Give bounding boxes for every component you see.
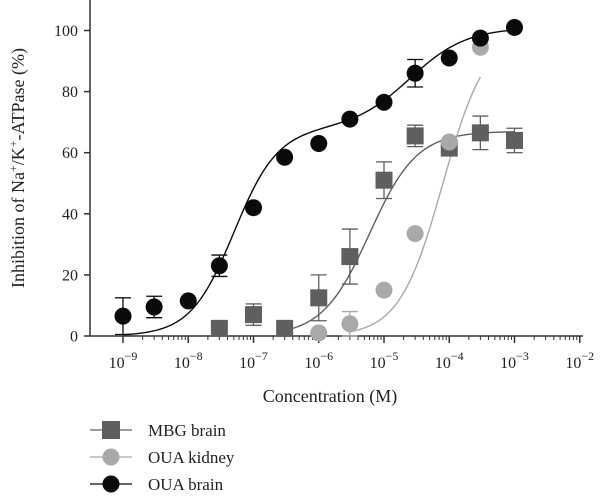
x-tick-exponent: −7 bbox=[255, 349, 268, 363]
x-tick-label: 10−8 bbox=[174, 349, 203, 372]
x-tick-label: 10−6 bbox=[304, 349, 333, 372]
x-tick-exponent: −3 bbox=[516, 349, 529, 363]
data-point-oua-brain bbox=[245, 199, 262, 217]
data-point-mbg-brain bbox=[506, 131, 523, 149]
x-tick-exponent: −8 bbox=[190, 349, 203, 363]
legend: MBG brain OUA kidney OUA brain bbox=[90, 421, 235, 494]
x-tick-base: 10 bbox=[435, 355, 451, 372]
legend-marker-square bbox=[102, 421, 120, 439]
x-tick-exponent: −2 bbox=[581, 349, 594, 363]
y-axis-title-part-2: /K bbox=[8, 147, 28, 165]
x-tick-label: 10−5 bbox=[370, 349, 399, 372]
x-tick-base: 10 bbox=[565, 355, 581, 372]
legend-label-mbg-brain: MBG brain bbox=[148, 421, 226, 440]
legend-label-oua-kidney: OUA kidney bbox=[148, 448, 235, 467]
x-ticks: 10−9 10−8 10−7 10−6 10−5 10−4 10−3 10−2 bbox=[109, 336, 594, 372]
data-point-oua-brain bbox=[114, 307, 132, 325]
y-tick-label: 100 bbox=[54, 23, 78, 40]
legend-entry-mbg-brain: MBG brain bbox=[90, 421, 226, 440]
y-tick-label: 60 bbox=[62, 145, 78, 162]
x-axis-title: Concentration (M) bbox=[263, 386, 397, 407]
legend-marker-circle-gray bbox=[102, 448, 120, 466]
x-tick-exponent: −4 bbox=[451, 349, 464, 363]
data-point-oua-brain bbox=[179, 292, 197, 310]
data-point-mbg-brain bbox=[471, 124, 489, 142]
x-tick-label: 10−2 bbox=[565, 349, 594, 372]
data-point-mbg-brain bbox=[276, 319, 294, 337]
data-point-oua-kidney bbox=[341, 315, 359, 333]
x-tick-label: 10−7 bbox=[239, 349, 268, 372]
data-point-oua-brain bbox=[471, 29, 489, 47]
legend-entry-oua-brain: OUA brain bbox=[90, 475, 224, 494]
axes bbox=[89, 0, 583, 337]
x-tick-base: 10 bbox=[174, 355, 190, 372]
data-point-oua-kidney bbox=[375, 281, 393, 299]
legend-marker-circle-black bbox=[102, 475, 120, 493]
data-point-oua-brain bbox=[276, 148, 294, 166]
y-tick-label: 20 bbox=[62, 267, 78, 284]
x-tick-label: 10−3 bbox=[500, 349, 529, 372]
fit-curve-oua-kidney bbox=[349, 76, 481, 333]
data-point-oua-kidney bbox=[406, 225, 424, 243]
data-point-mbg-brain bbox=[245, 306, 262, 324]
data-point-oua-brain bbox=[506, 18, 523, 36]
y-tick-label: 80 bbox=[62, 84, 78, 101]
x-tick-base: 10 bbox=[109, 355, 125, 372]
data-points bbox=[114, 18, 523, 342]
y-axis-title: Inhibition of Na+/K+-ATPase (%) bbox=[6, 48, 29, 288]
data-point-oua-kidney bbox=[440, 133, 458, 151]
data-point-oua-brain bbox=[341, 110, 359, 128]
data-point-oua-brain bbox=[375, 93, 393, 111]
data-point-oua-brain bbox=[440, 49, 458, 67]
y-tick-label: 0 bbox=[70, 329, 78, 346]
y-axis-title-sup-1: + bbox=[6, 165, 20, 172]
data-point-oua-brain bbox=[310, 135, 328, 153]
data-point-oua-brain bbox=[210, 257, 228, 275]
y-axis-title-part-1: Inhibition of Na bbox=[8, 172, 28, 288]
fit-curve-oua-brain bbox=[122, 29, 515, 336]
y-axis-title-sup-2: + bbox=[6, 140, 20, 147]
data-point-mbg-brain bbox=[406, 127, 424, 145]
x-tick-label: 10−9 bbox=[109, 349, 138, 372]
data-point-oua-brain bbox=[145, 298, 163, 316]
data-point-oua-brain bbox=[406, 64, 424, 82]
x-tick-exponent: −6 bbox=[320, 349, 333, 363]
data-point-mbg-brain bbox=[375, 171, 393, 189]
x-tick-base: 10 bbox=[370, 355, 386, 372]
x-tick-base: 10 bbox=[500, 355, 516, 372]
legend-label-oua-brain: OUA brain bbox=[148, 475, 224, 494]
data-point-mbg-brain bbox=[210, 319, 228, 337]
y-ticks: 0 20 40 60 80 100 bbox=[54, 23, 90, 346]
x-tick-exponent: −5 bbox=[386, 349, 399, 363]
x-tick-exponent: −9 bbox=[125, 349, 138, 363]
data-point-oua-kidney bbox=[310, 324, 328, 342]
y-axis-title-part-3: -ATPase (%) bbox=[8, 48, 29, 140]
x-tick-base: 10 bbox=[304, 355, 320, 372]
y-tick-label: 40 bbox=[62, 206, 78, 223]
x-tick-base: 10 bbox=[239, 355, 255, 372]
x-tick-label: 10−4 bbox=[435, 349, 464, 372]
legend-entry-oua-kidney: OUA kidney bbox=[90, 448, 235, 467]
data-point-mbg-brain bbox=[341, 248, 359, 266]
data-point-mbg-brain bbox=[310, 289, 328, 307]
